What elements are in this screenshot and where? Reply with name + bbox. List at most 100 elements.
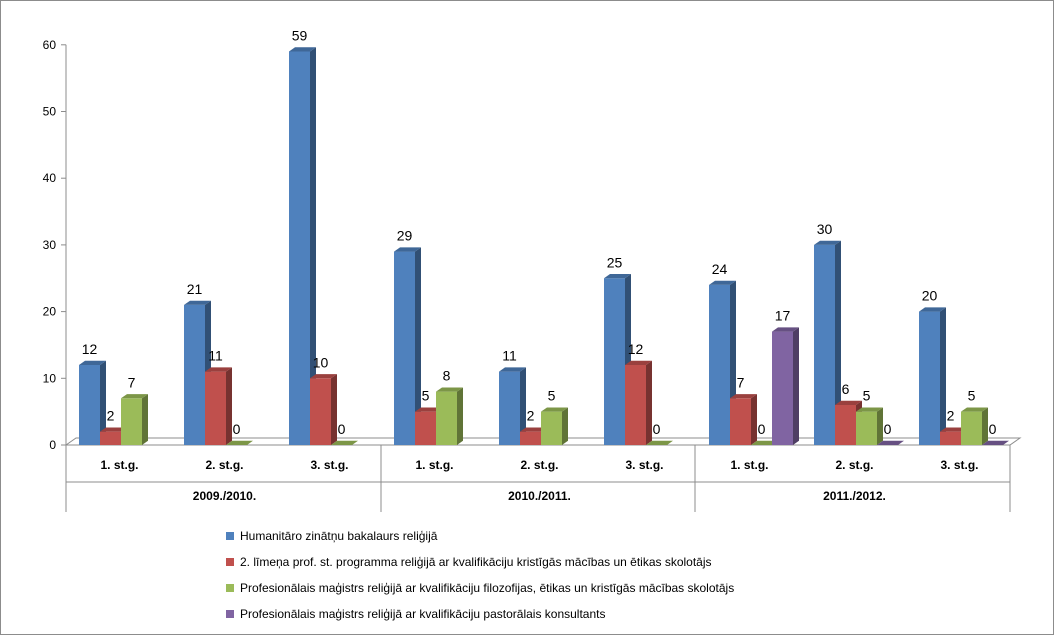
data-label: 0 [884,421,892,437]
bar [436,391,457,445]
category-label: 3. st.g. [310,458,348,472]
bar-zero [226,440,253,445]
bar-top [415,407,442,412]
bar [121,398,142,445]
data-label: 5 [548,388,556,404]
category-label: 1. st.g. [100,458,138,472]
bar-side [877,407,883,445]
bar-top [184,300,211,305]
legend-label: Humanitāro zinātņu bakalaurs reliģijā [240,529,438,543]
data-label: 7 [737,374,745,390]
bar-top [121,394,148,399]
legend-item: Profesionālais maģistrs reliģijā ar kval… [226,575,734,601]
legend-label: Profesionālais maģistrs reliģijā ar kval… [240,581,735,595]
bar-side [646,360,652,445]
data-label: 5 [422,388,430,404]
bar-zero [877,440,904,445]
legend-item: 2. līmeņa prof. st. programma reliģijā a… [226,549,734,575]
data-label: 25 [607,254,623,270]
bar-top [919,307,946,312]
group-label: 2010./2011. [508,489,571,503]
bar-top [499,367,526,372]
bar [961,411,982,445]
legend-item: Profesionālais maģistrs reliģijā ar kval… [226,601,734,627]
bar-side [751,394,757,445]
group-label: 2009./2010. [193,489,256,503]
bar-side [331,374,337,445]
data-label: 12 [82,341,98,357]
bar-side [520,367,526,445]
data-label: 6 [842,381,850,397]
bar-top [79,360,106,365]
data-label: 29 [397,228,413,244]
y-tick-label: 60 [43,38,57,52]
data-label: 11 [502,348,517,364]
data-label: 59 [292,27,308,43]
category-label: 2. st.g. [520,458,558,472]
bar-side [142,394,148,445]
bar [772,331,793,445]
category-label: 1. st.g. [730,458,768,472]
bar [184,304,205,445]
bar [520,431,541,445]
bar [394,251,415,445]
bar [814,244,835,445]
legend-swatch [226,532,234,540]
group-label: 2011./2012. [823,489,886,503]
y-tick-label: 20 [43,305,57,319]
bar-top [100,427,127,432]
bar-side [100,360,106,445]
bar-side [982,407,988,445]
category-label: 2. st.g. [835,458,873,472]
bar-side [835,240,841,445]
chart-legend: Humanitāro zinātņu bakalaurs reliģijā 2. … [226,523,734,627]
data-label: 0 [653,421,661,437]
bar [289,51,310,445]
data-label: 2 [527,408,535,424]
bar-zero [982,440,1009,445]
bar-top [835,400,862,405]
bar [730,398,751,445]
bar [604,278,625,445]
bar-zero [751,440,778,445]
bar [919,311,940,445]
bar-top [814,240,841,245]
data-label: 8 [443,368,451,384]
bar [940,431,961,445]
bar-top [520,427,547,432]
data-label: 21 [187,281,203,297]
data-label: 2 [947,408,955,424]
data-label: 0 [989,421,997,437]
bar-top [709,280,736,285]
data-label: 2 [107,408,115,424]
legend-swatch [226,584,234,592]
data-label: 0 [338,421,346,437]
data-label: 7 [128,374,136,390]
bar-top [940,427,967,432]
bar-side [310,47,316,446]
y-tick-label: 30 [43,238,57,252]
bar-side [940,307,946,445]
data-label: 0 [758,421,766,437]
bar [415,411,436,445]
y-tick-label: 40 [43,171,57,185]
bar-zero [331,440,358,445]
data-label: 17 [775,308,791,324]
data-label: 5 [968,388,976,404]
data-label: 11 [208,348,223,364]
bar [709,284,730,445]
bar-top [772,327,799,332]
bar-top [310,374,337,379]
data-label: 10 [313,354,329,370]
bar-top [289,47,316,52]
bar [625,364,646,445]
bar [310,378,331,445]
bar [79,364,100,445]
bar-side [226,367,232,445]
bar-side [793,327,799,445]
bar-top [436,387,463,392]
bar-top [730,394,757,399]
bar-top [625,360,652,365]
bar [205,371,226,445]
